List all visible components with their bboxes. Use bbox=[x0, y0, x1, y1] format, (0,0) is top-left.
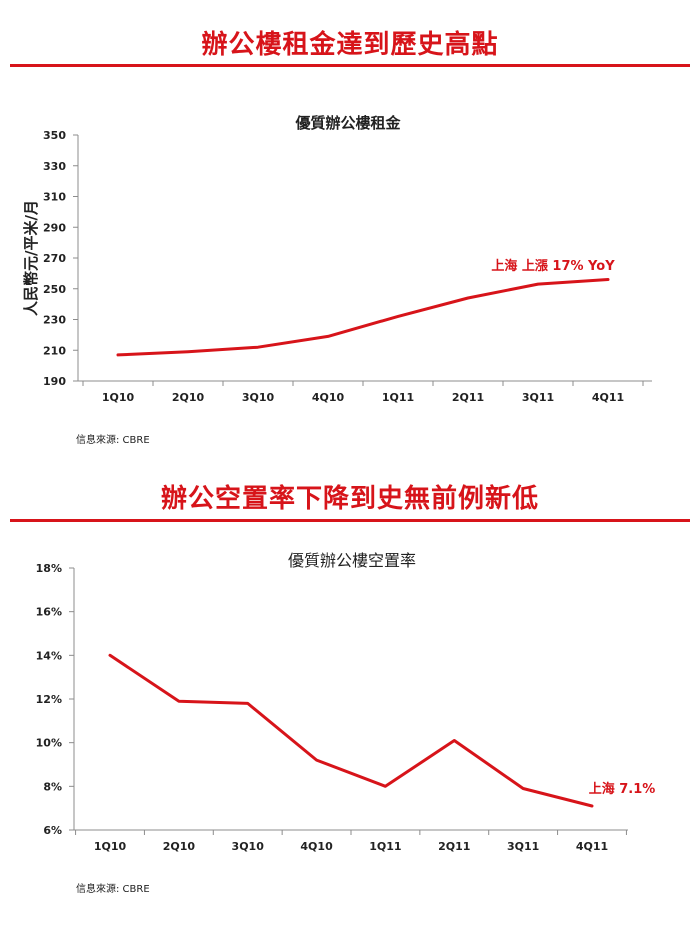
y-tick-label: 190 bbox=[43, 375, 66, 388]
y-tick-label: 250 bbox=[43, 283, 66, 296]
x-tick-label: 4Q10 bbox=[300, 840, 333, 853]
series-line bbox=[116, 278, 610, 357]
vacancy-source-note: 信息來源: CBRE bbox=[76, 884, 150, 895]
y-tick-label: 310 bbox=[43, 191, 66, 204]
y-tick-label: 18% bbox=[36, 562, 62, 575]
y-tick-label: 230 bbox=[43, 314, 66, 327]
y-tick-label: 290 bbox=[43, 221, 66, 234]
x-tick-label: 4Q11 bbox=[592, 391, 624, 404]
y-tick-label: 270 bbox=[43, 252, 66, 265]
y-tick-label: 16% bbox=[36, 606, 62, 619]
y-tick-label: 10% bbox=[36, 737, 62, 750]
x-tick-label: 3Q11 bbox=[507, 840, 539, 853]
x-tick-label: 1Q11 bbox=[382, 391, 414, 404]
chart-annotation: 上海 上漲 17% YoY bbox=[491, 258, 615, 274]
x-tick-label: 4Q10 bbox=[312, 391, 345, 404]
x-tick-label: 2Q11 bbox=[438, 840, 470, 853]
x-tick-label: 1Q10 bbox=[94, 840, 127, 853]
rent-source-note: 信息來源: CBRE bbox=[76, 435, 150, 446]
vacancy-headline-rule bbox=[10, 519, 690, 522]
chart-title: 優質辦公樓空置率 bbox=[288, 551, 416, 570]
rent-line-chart: 優質辦公樓租金 人民幣元/平米/月 190 210 230 250 270 290 310 3… bbox=[22, 114, 652, 404]
chart-annotation: 上海 7.1% bbox=[589, 781, 656, 797]
series-line bbox=[108, 653, 594, 808]
chart-title: 優質辦公樓租金 bbox=[294, 114, 401, 132]
y-tick-label: 350 bbox=[43, 129, 66, 142]
x-tick-label: 2Q10 bbox=[163, 840, 196, 853]
x-tick-label: 1Q10 bbox=[102, 391, 135, 404]
vacancy-headline: 辦公空置率下降到史無前例新低 bbox=[160, 484, 539, 514]
x-tick-label: 3Q10 bbox=[232, 840, 265, 853]
x-tick-label: 3Q10 bbox=[242, 391, 275, 404]
y-tick-label: 14% bbox=[36, 649, 62, 662]
y-tick-label: 210 bbox=[43, 344, 66, 357]
x-tick-label: 1Q11 bbox=[369, 840, 401, 853]
rent-headline-rule bbox=[10, 64, 690, 67]
y-axis-label: 人民幣元/平米/月 bbox=[22, 200, 40, 316]
y-tick-label: 330 bbox=[43, 160, 66, 173]
y-tick-label: 6% bbox=[43, 824, 62, 837]
x-tick-label: 2Q11 bbox=[452, 391, 484, 404]
y-tick-label: 12% bbox=[36, 693, 62, 706]
rent-headline: 辦公樓租金達到歷史高點 bbox=[201, 30, 499, 60]
x-tick-label: 3Q11 bbox=[522, 391, 554, 404]
x-tick-label: 4Q11 bbox=[576, 840, 608, 853]
x-tick-label: 2Q10 bbox=[172, 391, 205, 404]
y-tick-label: 8% bbox=[43, 780, 62, 793]
